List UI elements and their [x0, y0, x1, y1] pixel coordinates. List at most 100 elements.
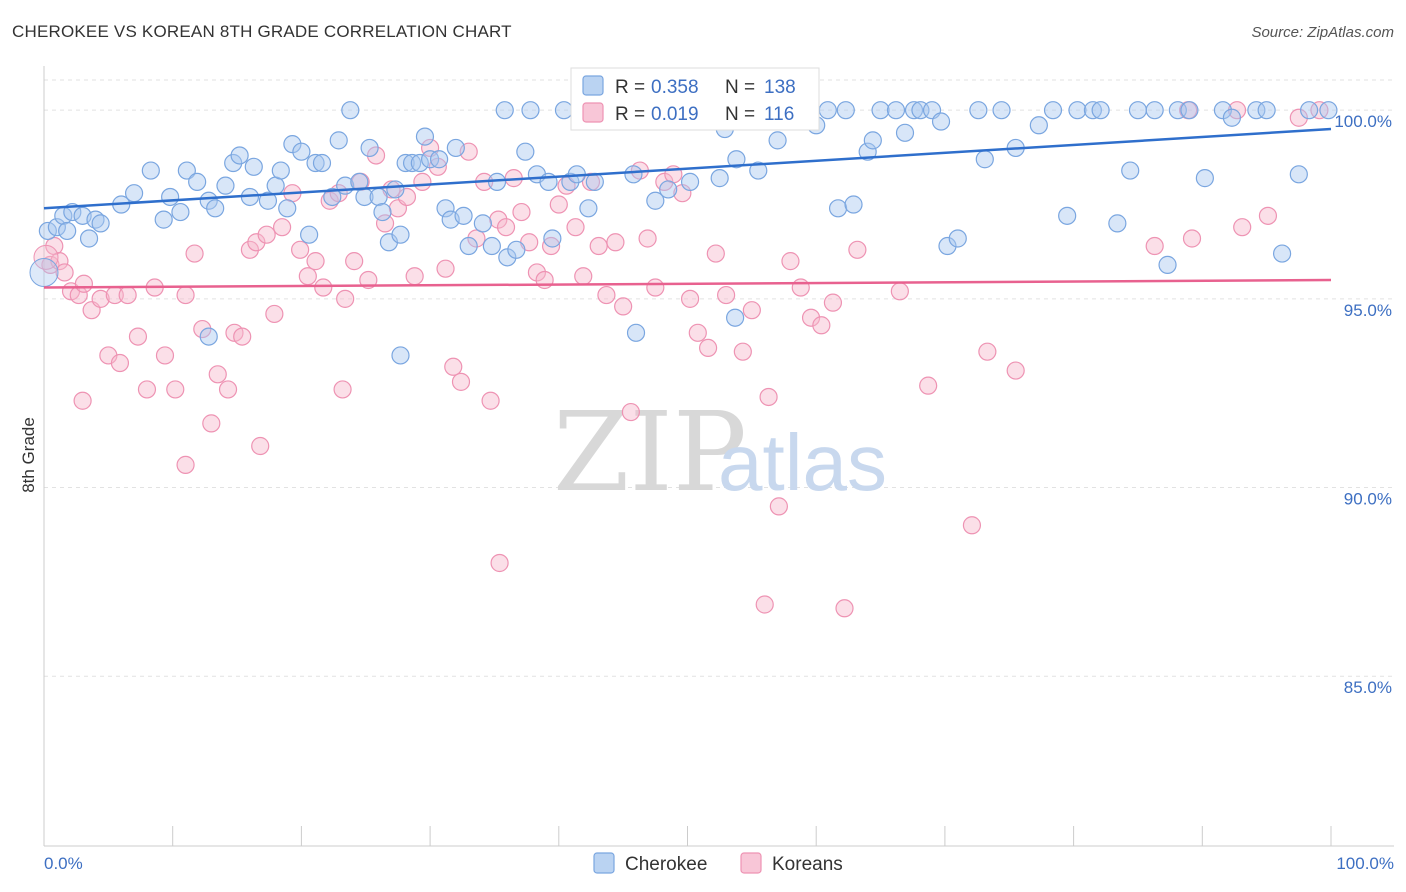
- legend-swatch-koreans: [582, 102, 604, 123]
- cherokee-point: [931, 112, 951, 131]
- cherokee-point: [1195, 169, 1214, 188]
- cherokee-point: [360, 138, 379, 158]
- koreans-point: [919, 376, 938, 395]
- koreans-point: [202, 414, 221, 433]
- cherokee-point: [521, 101, 540, 120]
- koreans-point: [698, 338, 718, 358]
- legend-r-value-koreans: 0.019: [651, 104, 699, 125]
- koreans-point: [646, 278, 665, 297]
- koreans-point: [451, 372, 471, 391]
- koreans-points: [33, 101, 1329, 618]
- koreans-point: [444, 357, 463, 376]
- koreans-point: [717, 285, 736, 305]
- trend-lines: [43, 127, 1332, 289]
- koreans-point: [791, 278, 810, 297]
- cherokee-point: [818, 101, 837, 120]
- cherokee-point: [473, 214, 492, 233]
- koreans-point: [193, 319, 212, 339]
- cherokee-point: [1058, 206, 1077, 225]
- cherokee-trend-line: [43, 127, 1332, 210]
- cherokee-point: [341, 101, 360, 120]
- y-tick-label: 90.0%: [1344, 490, 1392, 509]
- koreans-point: [823, 293, 843, 312]
- cherokee-point: [1083, 101, 1103, 120]
- koreans-point: [467, 229, 486, 248]
- koreans-point: [33, 244, 59, 270]
- cherokee-point: [391, 225, 410, 244]
- cherokee-point: [58, 221, 77, 241]
- koreans-point: [166, 380, 185, 399]
- cherokee-point: [29, 257, 59, 287]
- koreans-point: [621, 402, 640, 422]
- koreans-point: [781, 252, 800, 271]
- cherokee-point: [454, 206, 473, 225]
- cherokee-point: [904, 101, 924, 120]
- koreans-point: [489, 210, 508, 229]
- cherokee-point: [271, 161, 290, 180]
- cherokee-point: [938, 236, 957, 256]
- koreans-point: [541, 236, 561, 256]
- koreans-point: [1233, 218, 1252, 237]
- legend-n-label-cherokee: N =: [725, 77, 755, 98]
- watermark: ZIP atlas: [553, 388, 887, 516]
- legend-box: [570, 67, 820, 131]
- koreans-point: [1258, 206, 1278, 225]
- koreans-point: [55, 263, 74, 282]
- koreans-point: [155, 346, 175, 365]
- koreans-point: [890, 282, 909, 301]
- legend-n-label-koreans: N =: [725, 104, 755, 125]
- koreans-point: [848, 240, 867, 259]
- cherokee-point: [554, 101, 574, 120]
- koreans-point: [490, 553, 509, 573]
- cherokee-point: [975, 150, 994, 169]
- cherokee-point: [624, 165, 643, 184]
- koreans-point: [1182, 229, 1202, 248]
- koreans-point: [574, 267, 593, 286]
- koreans-point: [257, 225, 276, 244]
- koreans-point: [74, 274, 93, 293]
- legend-swatch-cherokee: [582, 75, 604, 96]
- koreans-point: [962, 516, 982, 535]
- koreans-point: [614, 297, 633, 316]
- cherokee-point: [1068, 101, 1087, 120]
- koreans-point: [638, 229, 657, 248]
- cherokee-point: [161, 187, 180, 207]
- cherokee-point: [948, 229, 967, 248]
- cherokee-point: [79, 229, 99, 248]
- koreans-point: [314, 278, 333, 297]
- cherokee-point: [727, 150, 746, 169]
- cherokee-point: [507, 240, 526, 259]
- koreans-point: [549, 195, 568, 214]
- cherokee-point: [154, 210, 173, 229]
- koreans-point: [247, 233, 266, 252]
- cherokee-point: [1300, 101, 1319, 120]
- koreans-point: [706, 244, 725, 263]
- cherokee-point: [646, 191, 665, 210]
- cherokee-point: [561, 172, 580, 191]
- legend-r-label-cherokee: R =: [615, 77, 645, 98]
- koreans-point: [265, 304, 284, 324]
- koreans-point: [769, 497, 788, 516]
- cherokee-point: [292, 142, 311, 161]
- chart-title: CHEROKEE VS KOREAN 8TH GRADE CORRELATION…: [12, 22, 512, 41]
- cherokee-point: [446, 138, 465, 158]
- cherokee-point: [38, 221, 57, 241]
- koreans-point: [137, 380, 157, 399]
- koreans-point: [566, 218, 585, 237]
- koreans-point: [688, 323, 707, 342]
- bottom-legend-swatch-cherokee: [593, 852, 615, 874]
- koreans-point: [481, 391, 500, 410]
- cherokee-point: [1108, 214, 1127, 233]
- koreans-point: [436, 259, 455, 278]
- cherokee-point: [1091, 101, 1110, 120]
- koreans-point: [291, 240, 310, 259]
- koreans-point: [535, 270, 554, 290]
- cherokee-point: [749, 161, 768, 180]
- y-tick-label: 100.0%: [1334, 112, 1392, 131]
- legend-n-value-koreans: 116: [764, 104, 794, 125]
- y-tick-label: 85.0%: [1344, 678, 1392, 697]
- cherokee-point: [199, 327, 218, 346]
- legend-n-value-cherokee: 138: [764, 77, 796, 98]
- cherokee-point: [1319, 101, 1338, 120]
- koreans-point: [835, 599, 854, 618]
